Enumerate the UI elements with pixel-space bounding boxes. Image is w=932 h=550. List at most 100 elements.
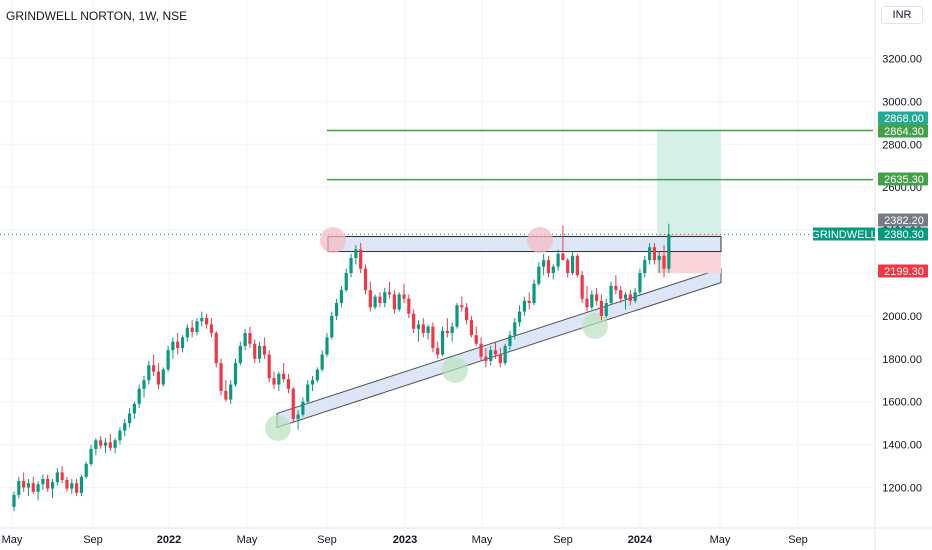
y-tick-label: 1800.00 [882,354,922,366]
y-tick-label: 1600.00 [882,397,922,409]
candle-body [137,388,141,404]
support-touch-marker [582,313,608,339]
candle-body [272,378,276,385]
x-tick-label: Sep [83,534,103,546]
candle-body [185,327,189,338]
candle-body [383,292,387,304]
candle-body [214,333,218,364]
candle-body [503,345,507,364]
candle-body [209,324,214,334]
candle-body [407,298,411,314]
candle-body [103,442,108,446]
price-label-box [878,111,928,125]
candle-body [113,440,117,448]
candle-body [233,363,238,385]
candle-body [363,268,368,291]
candle-body [460,305,464,308]
candle-body [551,266,555,273]
candle-body [652,247,656,261]
candle-body [575,255,579,276]
candle-body [585,298,589,308]
x-tick-label: Sep [788,534,808,546]
candle-body [354,249,358,258]
resistance-touch-marker [527,227,553,253]
candle-body [609,285,613,304]
resistance-touch-marker [320,227,346,253]
candle-body [17,481,21,496]
candle-body [50,482,55,489]
candle-body [667,234,671,269]
candle-body [325,337,329,355]
price-label: 2199.30 [884,266,924,278]
candle-body [55,472,59,483]
candle-body [41,478,45,485]
candle-body [561,253,565,261]
symbol-label-box [813,227,875,241]
candle-body [22,481,26,488]
candle-body [243,333,247,346]
candle-body [513,322,517,336]
candle-body [219,363,223,391]
price-label-box [878,213,928,227]
candle-body [387,292,392,295]
candle-body [623,294,628,299]
candle-body [556,253,560,267]
candle-body [320,354,324,370]
candle-body [330,315,334,338]
candle-body [436,348,440,355]
candle-body [94,440,98,449]
candle-body [517,311,522,323]
candle-body [416,324,421,329]
candle-body [604,303,608,316]
price-label-box [878,227,928,241]
currency-button[interactable]: INR [881,6,923,24]
price-label: 2380.30 [884,229,924,241]
price-label: 2864.30 [884,126,924,138]
candle-body [465,307,469,321]
candle-body [633,292,637,301]
x-tick-label: 2023 [393,534,417,546]
candle-body [426,326,430,334]
candle-body [70,483,74,489]
candle-body [161,369,165,385]
candle-body [123,423,127,431]
candle-body [542,260,546,267]
x-tick-label: May [237,534,258,546]
x-tick-label: May [2,534,23,546]
candle-body [431,326,435,349]
x-tick-label: May [710,534,731,546]
x-tick-label: Sep [317,534,337,546]
support-touch-marker [265,415,291,441]
y-tick-label: 1400.00 [882,440,922,452]
ascending-channel [276,267,722,429]
candle-body [152,365,156,372]
candle-body [224,390,228,400]
resistance-zone [327,236,722,253]
candle-body [537,266,541,284]
candle-body [638,273,642,293]
price-label: 2635.30 [884,174,924,186]
candle-body [248,333,252,344]
candle-body [570,255,575,273]
candle-body [643,260,647,273]
candle-body [484,356,488,361]
candle-body [238,345,242,364]
candle-body [493,350,498,355]
candle-body [127,413,132,424]
candle-body [546,260,551,273]
candle-body [595,294,599,301]
candle-body [180,337,185,349]
candle-body [657,255,661,261]
support-touch-marker [442,357,468,383]
y-tick-label: 2000.00 [882,311,922,323]
candle-body [166,350,170,370]
chart-title: GRINDWELL NORTON, 1W, NSE [6,9,188,23]
candle-body [339,290,344,304]
candle-body [257,345,262,359]
candle-body [527,300,531,304]
candle-body [368,290,372,308]
y-tick-label: 3200.00 [882,54,922,66]
candle-body [176,341,180,349]
candle-body [267,354,271,379]
